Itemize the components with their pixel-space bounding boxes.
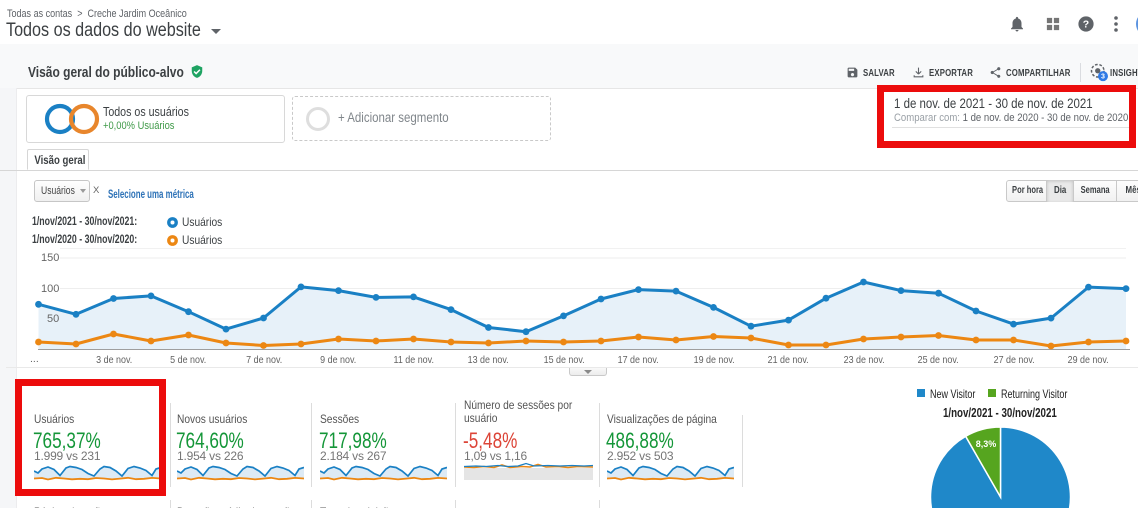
svg-text:8,3%: 8,3% — [976, 439, 997, 449]
svg-text:?: ? — [1083, 19, 1089, 31]
svg-text:3: 3 — [1101, 73, 1105, 81]
